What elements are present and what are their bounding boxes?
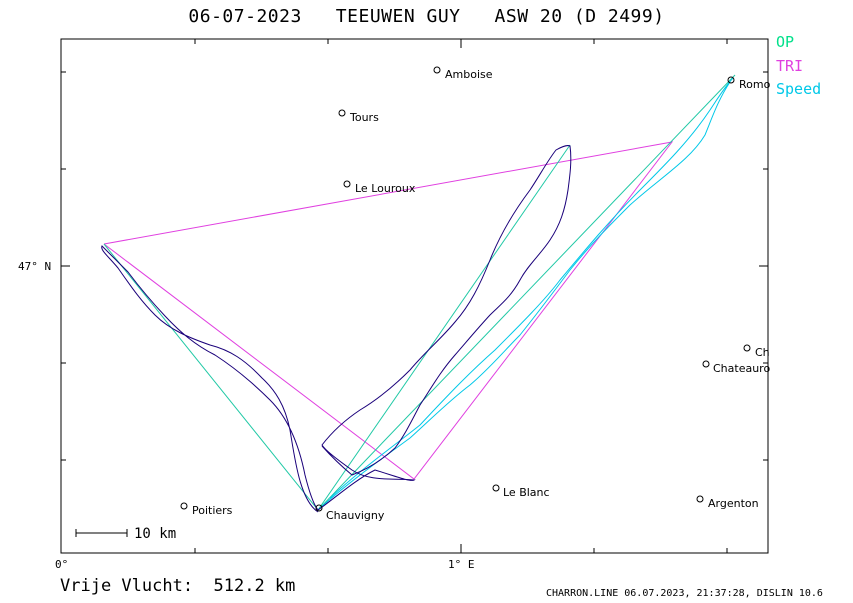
tri-route	[103, 141, 674, 480]
place-poitiers: Poitiers	[192, 504, 233, 517]
flight-track	[101, 145, 572, 513]
y-label-47n: 47° N	[18, 260, 51, 273]
credit-label: CHARRON.LINE 06.07.2023, 21:37:28, DISLI…	[546, 588, 823, 599]
place-markers	[180, 66, 751, 512]
map-frame	[60, 38, 769, 554]
place-tours: Tours	[349, 111, 379, 124]
place-le-louroux: Le Louroux	[355, 182, 416, 195]
distance-label: Vrije Vlucht: 512.2 km	[60, 576, 296, 596]
legend-speed: Speed	[776, 80, 822, 98]
legend-tri: TRI	[776, 57, 804, 75]
place-chateauroux: Chateauro	[713, 362, 770, 375]
scale-bar-label: 10 km	[134, 526, 176, 542]
x-label-1e: 1° E	[448, 558, 475, 571]
place-chauvigny: Chauvigny	[326, 509, 385, 522]
place-le-blanc: Le Blanc	[503, 486, 550, 499]
place-ch: Ch	[755, 346, 770, 359]
map-title: 06-07-2023 TEEUWEN GUY ASW 20 (D 2499)	[188, 6, 665, 27]
op-route	[103, 74, 736, 511]
speed-track	[317, 77, 734, 511]
place-amboise: Amboise	[445, 68, 493, 81]
legend-op: OP	[776, 33, 795, 51]
place-argenton: Argenton	[708, 497, 759, 510]
x-ticks	[194, 39, 728, 553]
y-ticks	[61, 71, 768, 461]
scale-bar	[75, 529, 128, 537]
place-romo: Romo	[739, 78, 771, 91]
x-label-0: 0°	[55, 558, 68, 571]
